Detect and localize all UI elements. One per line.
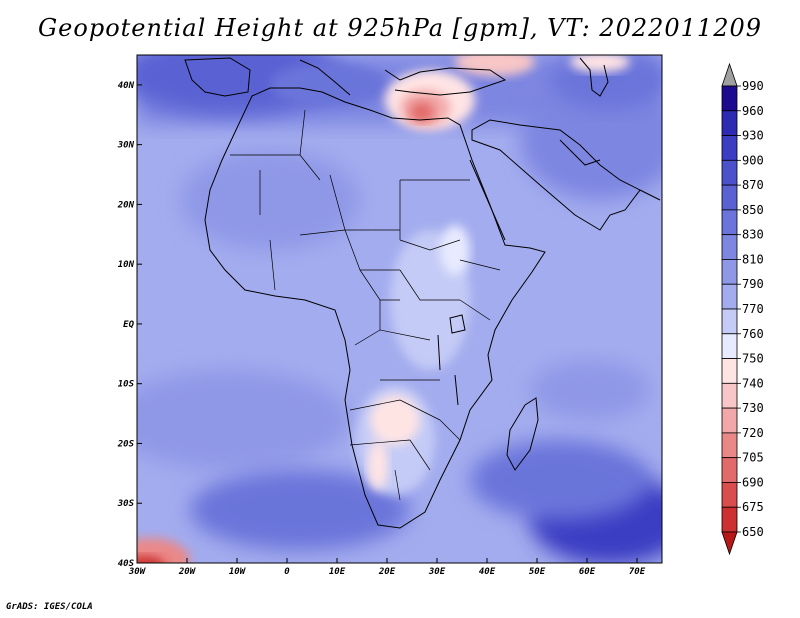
lat-tick-label: EQ <box>123 320 134 330</box>
lon-tick-label: 30W <box>128 567 147 577</box>
chart-title: Geopotential Height at 925hPa [gpm], VT:… <box>38 14 762 42</box>
colorbar-label: 930 <box>742 129 764 143</box>
map-frame <box>136 54 663 564</box>
colorbar-swatch <box>721 457 738 483</box>
lat-axis: 40N 30N 20N 10N EQ 10S 20S 30S 40S <box>117 81 142 569</box>
colorbar-swatch <box>721 283 738 310</box>
colorbar-swatch <box>721 159 738 186</box>
colorbar-label: 850 <box>742 203 764 217</box>
lat-tick-label: 10S <box>118 380 135 390</box>
field-arabia <box>520 80 662 200</box>
colorbar-label: 810 <box>742 252 764 266</box>
greece-turkey <box>384 67 507 96</box>
colorbar-label: 790 <box>742 277 764 291</box>
colorbar-label: 870 <box>742 178 764 192</box>
field-ethiopia <box>440 225 470 275</box>
colorbar-swatch <box>721 333 738 359</box>
lat-tick-label: 40N <box>118 81 135 91</box>
colorbar-label: 730 <box>742 401 764 415</box>
field-kalahari-low <box>370 395 420 445</box>
africa-coastline <box>204 87 546 529</box>
colorbar-label: 770 <box>742 302 764 316</box>
colorbar-label: 675 <box>742 500 764 514</box>
colorbar-swatch <box>721 382 738 409</box>
colorbar-swatch <box>721 135 738 161</box>
field-sahara <box>180 150 360 250</box>
lon-tick-label: 10E <box>329 567 346 577</box>
field-sw-core <box>137 556 165 563</box>
colorbar-label: 990 <box>742 79 764 93</box>
lon-tick-label: 60E <box>579 567 596 577</box>
lake-malawi <box>454 374 459 406</box>
field-med-high <box>270 63 390 107</box>
colorbar-label: 900 <box>742 153 764 167</box>
coastlines <box>184 57 661 529</box>
colorbar-swatch <box>721 234 738 260</box>
colorbar-label: 650 <box>742 525 764 539</box>
lon-tick-label: 20E <box>378 567 396 577</box>
india <box>639 189 661 201</box>
colorbar-swatch <box>721 358 738 384</box>
madagascar <box>506 397 539 471</box>
lat-tick-label: 40S <box>118 559 135 569</box>
arabian-peninsula <box>471 119 641 231</box>
colorbar-over-triangle <box>721 62 738 87</box>
colorbar-label: 960 <box>742 104 764 118</box>
lon-tick-label: 40E <box>479 567 496 577</box>
lon-tick-label: 50E <box>529 567 546 577</box>
colorbar-swatch <box>721 209 738 236</box>
lon-tick-label: 20W <box>178 567 197 577</box>
lat-tick-label: 10N <box>118 260 135 270</box>
footer-credit: GrADS: IGES/COLA <box>6 602 93 612</box>
lat-tick-label: 30N <box>117 141 135 151</box>
field-black-sea <box>455 55 535 76</box>
field-indian-band <box>470 440 650 520</box>
colorbar-swatch <box>721 308 738 335</box>
iberia <box>184 57 251 97</box>
colorbar-swatch <box>721 184 738 211</box>
lon-tick-label: 30E <box>428 567 446 577</box>
colorbar-label: 720 <box>742 426 764 440</box>
field-caspian <box>570 55 630 72</box>
field-namibia-low <box>368 440 388 490</box>
colorbar-under-triangle <box>721 531 738 556</box>
colorbar-swatch <box>721 432 738 459</box>
lon-axis: 30W 20W 10W 0 10E 20E 30E 40E 50E 60E 70E <box>128 558 646 577</box>
colorbar-label: 830 <box>742 228 764 242</box>
map-plot-area <box>137 55 662 563</box>
caspian-sea <box>579 57 609 97</box>
lon-tick-label: 10W <box>229 567 247 577</box>
field-indian-mid <box>530 360 650 420</box>
colorbar-label: 705 <box>742 451 764 465</box>
colorbar-label: 750 <box>742 352 764 366</box>
colorbar-swatch <box>721 85 738 112</box>
lat-tick-label: 30S <box>117 499 135 509</box>
persian-gulf <box>559 139 601 166</box>
lon-tick-label: 0 <box>284 567 290 577</box>
colorbar-swatch <box>721 259 738 285</box>
red-sea <box>469 159 506 241</box>
lat-tick-label: 20S <box>117 439 135 449</box>
lat-tick-label: 20N <box>117 200 135 210</box>
lon-tick-label: 70E <box>629 567 646 577</box>
colorbar-swatch <box>721 506 738 533</box>
field-south-atl-high <box>190 470 410 550</box>
lake-tanganyika <box>437 334 441 371</box>
lake-victoria <box>449 314 466 334</box>
colorbar-swatch <box>721 407 738 434</box>
colorbar-label: 760 <box>742 327 764 341</box>
border-lines <box>230 109 501 501</box>
colorbar-swatch <box>721 482 738 508</box>
field-med-low-core <box>410 102 434 122</box>
colorbar-label: 740 <box>742 376 764 390</box>
field-atl-south <box>137 370 350 470</box>
borders <box>230 109 501 501</box>
italy <box>299 59 351 96</box>
colorbar-label: 690 <box>742 475 764 489</box>
colorbar-swatch <box>721 110 738 136</box>
colorbar: 990 960 930 900 870 850 830 810 790 770 760 750 740 7… <box>721 62 764 556</box>
